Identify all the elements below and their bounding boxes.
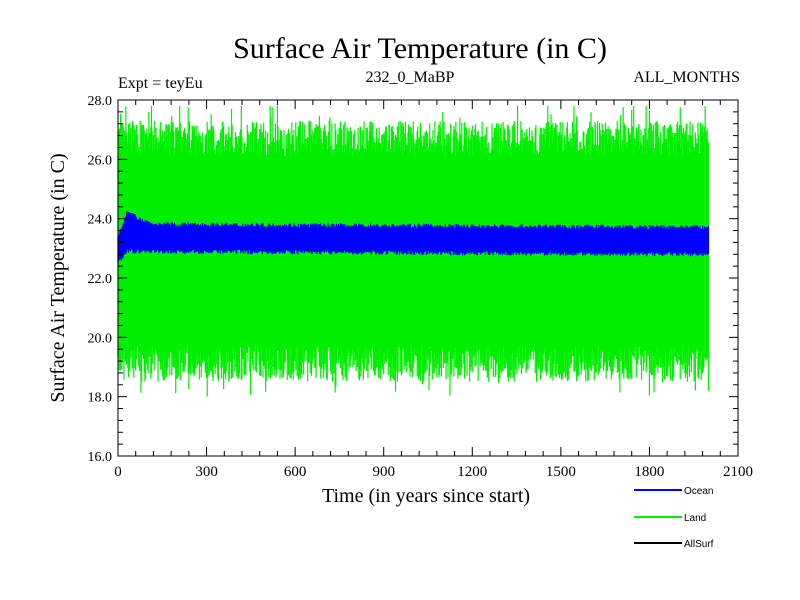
- x-tick-label: 300: [195, 464, 218, 480]
- y-tick-label: 20.0: [88, 331, 113, 346]
- x-tick-label: 900: [372, 464, 395, 480]
- x-tick-label: 600: [284, 464, 307, 480]
- y-tick-label: 22.0: [88, 272, 113, 287]
- y-tick-label: 18.0: [88, 391, 113, 406]
- x-tick-label: 2100: [723, 464, 753, 480]
- legend: Ocean Land AllSurf: [634, 486, 714, 550]
- y-tick-label: 24.0: [88, 213, 113, 228]
- experiment-label: Expt = teyEu: [118, 75, 203, 92]
- x-tick-label: 1800: [634, 464, 664, 480]
- legend-label-allsurf: AllSurf: [684, 539, 714, 550]
- plot-data: [117, 105, 710, 397]
- y-axis-label: Surface Air Temperature (in C): [47, 153, 69, 402]
- y-tick-label: 16.0: [88, 450, 113, 465]
- x-axis-label: Time (in years since start): [322, 485, 530, 507]
- legend-label-ocean: Ocean: [684, 486, 713, 497]
- months-label: ALL_MONTHS: [633, 69, 740, 86]
- x-tick-label: 0: [114, 464, 122, 480]
- legend-label-land: Land: [684, 513, 706, 524]
- axes: 0 300 600 900 1200 1500 1800 2100 16.0 18.0 20.0 22…: [88, 94, 754, 480]
- period-label: 232_0_MaBP: [366, 69, 455, 86]
- y-tick-label: 28.0: [88, 94, 113, 109]
- x-tick-label: 1500: [546, 464, 576, 480]
- chart-title: Surface Air Temperature (in C): [233, 32, 607, 65]
- x-tick-label: 1200: [457, 464, 487, 480]
- y-tick-label: 26.0: [88, 153, 113, 168]
